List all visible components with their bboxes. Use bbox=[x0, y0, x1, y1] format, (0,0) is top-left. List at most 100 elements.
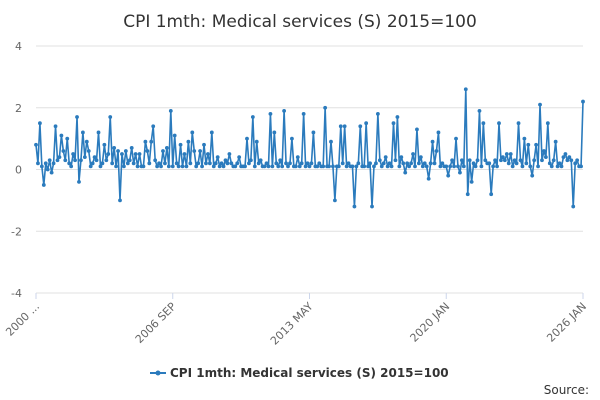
data-point[interactable] bbox=[272, 130, 277, 135]
data-point[interactable] bbox=[303, 164, 308, 169]
data-point[interactable] bbox=[333, 198, 337, 203]
data-point[interactable] bbox=[563, 152, 568, 156]
data-point[interactable] bbox=[34, 142, 38, 147]
data-point[interactable] bbox=[182, 152, 187, 156]
data-point[interactable] bbox=[170, 164, 175, 169]
data-point[interactable] bbox=[153, 158, 158, 163]
data-point[interactable] bbox=[204, 161, 208, 166]
data-point[interactable] bbox=[209, 130, 214, 135]
data-point[interactable] bbox=[407, 164, 412, 169]
data-point[interactable] bbox=[61, 149, 66, 153]
data-point[interactable] bbox=[112, 145, 117, 150]
data-point[interactable] bbox=[270, 164, 275, 169]
data-point[interactable] bbox=[381, 161, 386, 166]
data-point[interactable] bbox=[471, 161, 476, 166]
data-point[interactable] bbox=[547, 161, 552, 166]
data-point[interactable] bbox=[75, 115, 79, 119]
data-point[interactable] bbox=[405, 161, 410, 166]
data-point[interactable] bbox=[133, 152, 138, 156]
data-point[interactable] bbox=[432, 161, 437, 166]
data-point[interactable] bbox=[280, 164, 285, 169]
data-point[interactable] bbox=[223, 158, 228, 163]
data-point[interactable] bbox=[538, 102, 542, 107]
data-point[interactable] bbox=[581, 99, 585, 104]
data-point[interactable] bbox=[354, 164, 359, 169]
data-point[interactable] bbox=[561, 155, 566, 160]
data-point[interactable] bbox=[504, 152, 509, 156]
data-point[interactable] bbox=[290, 136, 294, 141]
data-point[interactable] bbox=[71, 152, 76, 156]
data-point[interactable] bbox=[409, 161, 413, 166]
data-point[interactable] bbox=[69, 164, 74, 169]
data-point[interactable] bbox=[543, 155, 548, 160]
data-point[interactable] bbox=[399, 155, 404, 160]
data-point[interactable] bbox=[86, 149, 91, 153]
data-point[interactable] bbox=[164, 145, 169, 150]
data-point[interactable] bbox=[428, 161, 433, 166]
data-point[interactable] bbox=[252, 164, 257, 169]
data-point[interactable] bbox=[229, 161, 234, 166]
data-point[interactable] bbox=[96, 130, 101, 135]
data-point[interactable] bbox=[196, 161, 201, 166]
data-point[interactable] bbox=[524, 161, 529, 166]
data-point[interactable] bbox=[417, 161, 421, 166]
data-point[interactable] bbox=[565, 158, 570, 163]
data-point[interactable] bbox=[501, 155, 505, 160]
data-point[interactable] bbox=[415, 127, 419, 132]
data-point[interactable] bbox=[149, 139, 154, 144]
data-point[interactable] bbox=[536, 164, 540, 169]
data-point[interactable] bbox=[444, 164, 449, 169]
data-point[interactable] bbox=[180, 164, 185, 169]
data-point[interactable] bbox=[446, 173, 451, 178]
data-point[interactable] bbox=[440, 161, 445, 166]
data-point[interactable] bbox=[387, 161, 392, 166]
data-point[interactable] bbox=[288, 161, 292, 166]
data-point[interactable] bbox=[155, 164, 160, 169]
data-point[interactable] bbox=[73, 158, 77, 163]
data-point[interactable] bbox=[352, 204, 357, 209]
data-point[interactable] bbox=[458, 170, 462, 175]
source-label[interactable]: Source: bbox=[544, 383, 589, 397]
data-point[interactable] bbox=[248, 158, 253, 163]
data-point[interactable] bbox=[145, 149, 150, 153]
data-point[interactable] bbox=[502, 158, 507, 163]
data-point[interactable] bbox=[166, 164, 171, 169]
data-point[interactable] bbox=[135, 164, 140, 169]
data-point[interactable] bbox=[350, 164, 355, 169]
data-point[interactable] bbox=[77, 179, 81, 184]
data-point[interactable] bbox=[206, 152, 210, 156]
data-point[interactable] bbox=[219, 161, 224, 166]
data-point[interactable] bbox=[483, 158, 488, 163]
data-point[interactable] bbox=[340, 161, 345, 166]
data-point[interactable] bbox=[411, 152, 415, 156]
data-point[interactable] bbox=[532, 158, 537, 163]
data-point[interactable] bbox=[90, 161, 95, 166]
data-point[interactable] bbox=[528, 164, 533, 169]
data-point[interactable] bbox=[481, 121, 486, 126]
data-point[interactable] bbox=[106, 152, 111, 156]
data-point[interactable] bbox=[211, 164, 216, 169]
data-point[interactable] bbox=[487, 161, 492, 166]
data-point[interactable] bbox=[237, 155, 242, 160]
data-point[interactable] bbox=[358, 124, 363, 129]
data-point[interactable] bbox=[555, 164, 560, 169]
data-point[interactable] bbox=[567, 155, 572, 160]
legend[interactable]: CPI 1mth: Medical services (S) 2015=100 bbox=[150, 366, 449, 380]
data-point[interactable] bbox=[338, 124, 343, 129]
data-point[interactable] bbox=[38, 121, 42, 126]
data-point[interactable] bbox=[227, 152, 232, 156]
data-point[interactable] bbox=[495, 164, 499, 169]
data-point[interactable] bbox=[163, 161, 167, 166]
data-point[interactable] bbox=[151, 124, 156, 129]
data-point[interactable] bbox=[282, 108, 286, 113]
data-point[interactable] bbox=[143, 139, 148, 144]
data-point[interactable] bbox=[315, 164, 320, 169]
data-point[interactable] bbox=[493, 158, 497, 163]
data-point[interactable] bbox=[397, 164, 402, 169]
data-point[interactable] bbox=[559, 164, 564, 169]
data-point[interactable] bbox=[299, 161, 304, 166]
data-point[interactable] bbox=[391, 121, 396, 126]
data-point[interactable] bbox=[499, 158, 503, 163]
data-point[interactable] bbox=[366, 164, 371, 169]
data-point[interactable] bbox=[217, 164, 222, 169]
